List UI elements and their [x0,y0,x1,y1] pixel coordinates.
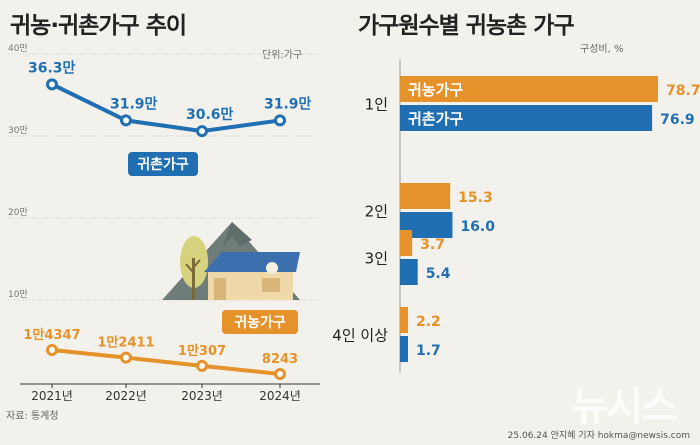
bar-value-label: 76.9 [660,112,695,128]
data-label-gwichon: 31.9만 [264,96,312,112]
right-title: 가구원수별 귀농촌 가구 [358,13,575,39]
bar-value-label: 5.4 [426,266,451,282]
data-label-gwinong: 1만307 [178,343,226,359]
bar-value-label: 2.2 [416,314,441,330]
bar-value-label: 1.7 [416,343,441,359]
point-gwichon [46,78,58,91]
point-gwichon [274,114,286,127]
series-badge-label: 귀농가구 [234,314,286,331]
house-mountain-tree-illustration [162,222,300,300]
credit: 25.06.24 안지혜 기자 hokma@newsis.com [507,431,690,441]
point-gwinong [274,368,286,380]
data-label-gwichon: 30.6만 [186,107,234,123]
bar-value-label: 78.7 [666,83,700,99]
bar-gwinong [400,183,451,209]
x-tick-label: 2023년 [181,389,223,403]
source: 자료: 통계청 [6,411,59,422]
data-label-gwinong: 1만4347 [23,327,80,343]
series-badge-label: 귀촌가구 [137,156,189,173]
x-tick-label: 2024년 [259,389,301,403]
bar-value-label: 3.7 [420,237,445,253]
data-label-gwichon: 31.9만 [110,96,158,112]
point-gwinong [46,344,58,356]
bar-gwinong [400,76,658,102]
data-label-gwinong: 1만2411 [97,335,154,351]
bar-value-label: 15.3 [458,190,493,206]
category-label: 4인 이상 [332,327,388,345]
category-label: 2인 [365,203,388,221]
series-badge-gwinong [222,310,298,334]
tree-trunk [192,258,195,300]
point-gwichon [120,114,132,127]
bar-gwinong [400,307,408,333]
bar-gwinong [400,230,413,256]
series-line-gwichon [51,82,281,134]
series-name-in-bar: 귀촌가구 [408,110,463,128]
series-name-in-bar: 귀농가구 [408,81,463,99]
bar-gwichon [400,259,418,285]
right-unit: 구성비, % [580,44,624,55]
x-tick-label: 2022년 [105,389,147,403]
y-tick-label: 30만 [8,125,28,136]
bar-gwichon [400,212,453,238]
bar-gwichon [400,336,408,362]
x-tick-label: 2021년 [31,389,73,403]
watermark: 뉴시스 [571,384,678,430]
data-label-gwichon: 36.3만 [28,60,76,76]
left-title: 귀농·귀촌가구 추이 [10,13,187,39]
bar-value-label: 16.0 [460,219,495,235]
category-label: 3인 [365,250,388,268]
y-tick-label: 10만 [8,289,28,300]
y-tick-label: 40만 [8,43,28,54]
point-gwichon [196,125,208,138]
point-gwinong [120,351,132,364]
point-gwinong [196,359,208,372]
category-label: 1인 [365,96,388,114]
data-label-gwinong: 8243 [262,352,298,367]
y-tick-label: 20만 [8,207,28,218]
mountain-ridge [222,222,252,248]
bar-gwichon [400,105,653,131]
series-badge-gwichon [128,152,198,176]
series-line-gwinong [51,348,281,376]
left-unit: 단위:가구 [262,50,303,61]
